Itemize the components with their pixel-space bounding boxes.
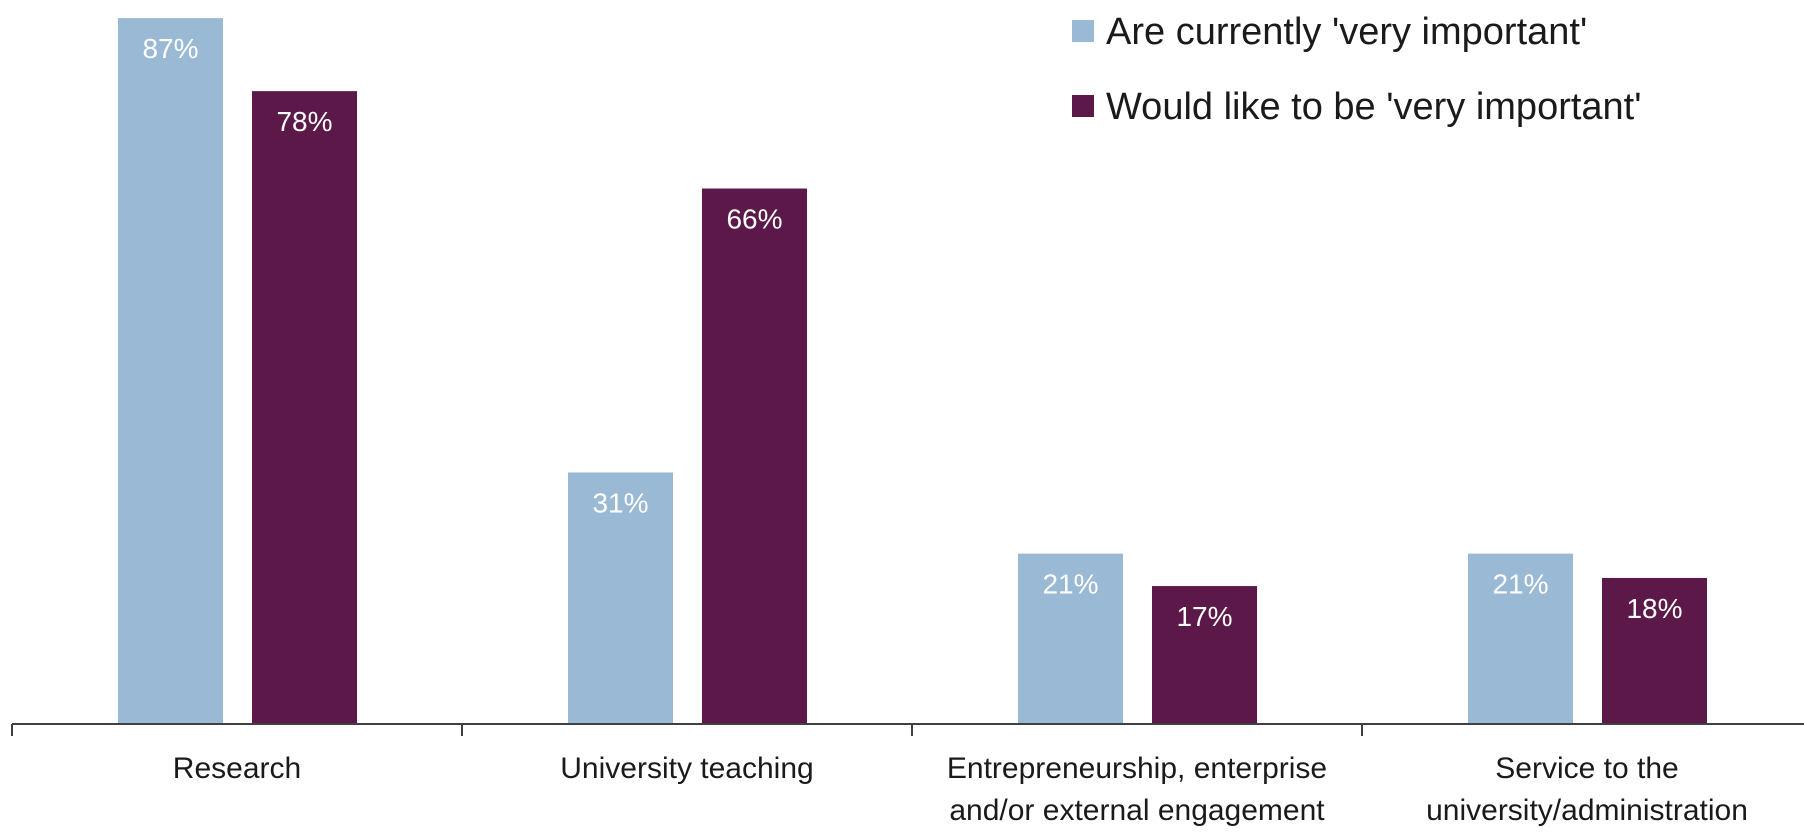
data-label: 21% [1492,569,1548,600]
bar-desired-3 [1602,577,1707,724]
data-label: 18% [1626,593,1682,624]
bar-desired-2 [1152,586,1257,724]
data-label: 31% [592,487,648,518]
data-label: 66% [726,204,782,235]
category-label-line: Research [173,752,301,785]
bar-current-3 [1468,553,1573,724]
category-label: University teaching [560,752,813,785]
legend: Are currently 'very important' Would like… [1072,11,1642,128]
bar-desired-0 [252,91,357,725]
data-label: 78% [276,106,332,137]
category-label-line: Service to the [1495,752,1678,785]
category-label-line: and/or external engagement [949,794,1325,827]
x-axis: Research University teaching Entrepreneurs… [11,723,1804,827]
category-label-line: university/administration [1426,794,1748,827]
category-label-line: Entrepreneurship, enterprise [947,752,1327,785]
bar-desired-1 [702,188,807,724]
bar-current-0 [118,18,223,724]
legend-swatch [1072,20,1094,42]
category-label: Service to the university/administration [1426,752,1748,827]
bar-current-1 [568,472,673,724]
data-label: 17% [1176,601,1232,632]
category-label: Entrepreneurship, enterprise and/or exter… [947,752,1327,827]
bars-layer: 87% 78% 31% 66% 21% 17% 21% 18% [118,18,1707,725]
category-label: Research [173,752,301,785]
data-label: 87% [142,33,198,64]
legend-label: Would like to be 'very important' [1106,86,1642,128]
legend-label: Are currently 'very important' [1106,11,1587,53]
legend-swatch [1072,95,1094,117]
bar-current-2 [1018,553,1123,724]
category-label-line: University teaching [560,752,813,785]
data-label: 21% [1042,569,1098,600]
